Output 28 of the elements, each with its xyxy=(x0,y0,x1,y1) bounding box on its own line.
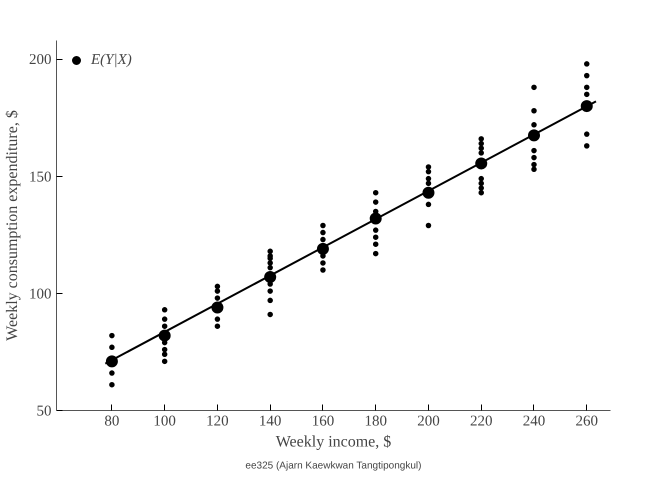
point xyxy=(211,301,224,314)
y-tick-label: 200 xyxy=(29,52,52,68)
x-tick-label: 100 xyxy=(153,414,176,430)
point xyxy=(264,271,276,284)
y-tick-label: 100 xyxy=(29,286,52,302)
point xyxy=(106,355,118,368)
point xyxy=(316,242,329,255)
y-axis-title: Weekly consumption expenditure, $ xyxy=(4,110,21,341)
point xyxy=(528,129,540,142)
x-tick-label: 240 xyxy=(522,414,546,430)
point xyxy=(580,100,593,112)
x-tick-label: 260 xyxy=(576,414,598,430)
x-tick-label: 120 xyxy=(206,414,229,430)
point xyxy=(370,212,382,224)
x-tick-label: 80 xyxy=(104,414,120,430)
y-tick-label: 50 xyxy=(36,404,52,420)
x-axis-title: Weekly income, $ xyxy=(276,434,392,450)
x-tick-label: 160 xyxy=(312,414,334,430)
x-tick-label: 220 xyxy=(470,414,492,430)
point xyxy=(475,157,488,170)
text: ee325 (Ajarn Kaewkwan Tangtipongkul) xyxy=(245,460,422,472)
x-tick-label: 180 xyxy=(364,414,387,430)
y-tick-label: 150 xyxy=(29,169,52,186)
x-tick-label: 140 xyxy=(258,414,282,430)
point xyxy=(422,186,434,199)
point xyxy=(158,330,171,342)
x-tick-label: 200 xyxy=(417,414,440,430)
legend-label: E(Y|X) xyxy=(91,52,132,68)
